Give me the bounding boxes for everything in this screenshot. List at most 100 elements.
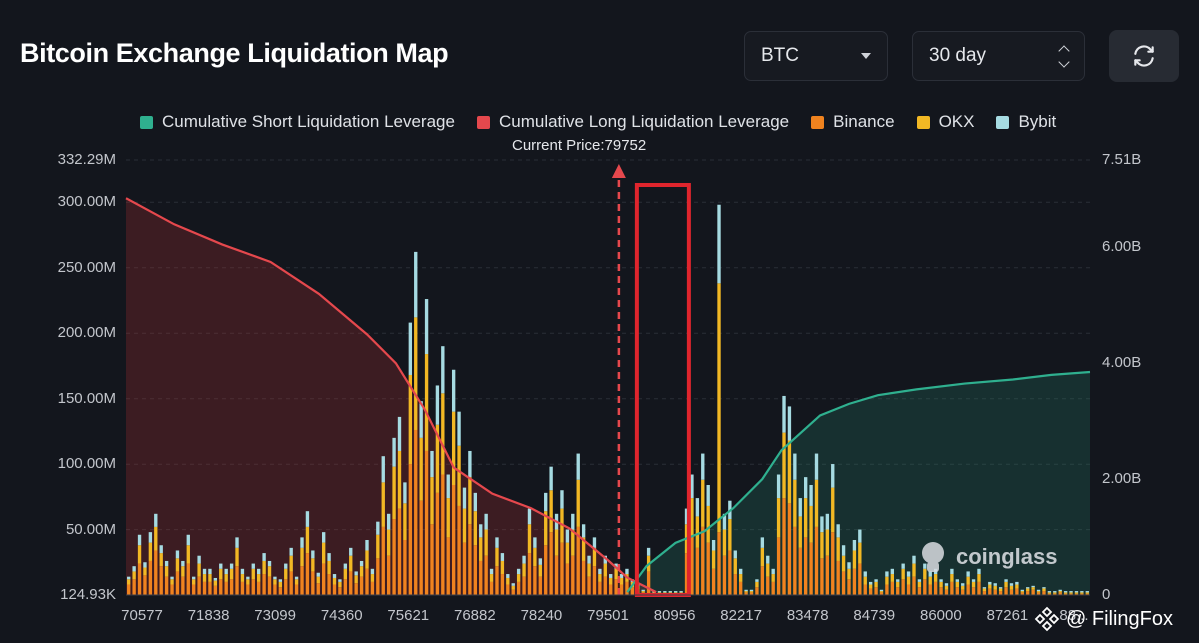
bar-binance <box>760 566 765 595</box>
bar-bybit <box>462 487 467 509</box>
bar-bybit <box>175 550 180 559</box>
legend-item-short[interactable]: Cumulative Short Liquidation Leverage <box>140 112 455 132</box>
bar-bybit <box>668 591 672 593</box>
bar-bybit <box>300 537 304 548</box>
bar-bybit <box>576 453 580 480</box>
bar-bybit <box>516 568 521 575</box>
bar-binance <box>977 581 981 595</box>
bar-okx <box>565 542 570 564</box>
bar-binance <box>630 587 635 595</box>
legend-label: Binance <box>833 112 895 131</box>
bar-bybit <box>506 574 510 578</box>
bar-okx <box>695 516 700 548</box>
bar-binance <box>1015 588 1019 595</box>
legend-label: Cumulative Long Liquidation Leverage <box>498 112 790 131</box>
bar-bybit <box>1063 591 1068 593</box>
refresh-button[interactable] <box>1109 30 1179 82</box>
bar-binance <box>793 526 797 595</box>
coin-select-value: BTC <box>761 45 799 66</box>
bar-okx <box>154 526 158 551</box>
chevron-down-icon <box>861 53 871 59</box>
bar-bybit <box>641 589 645 592</box>
bar-okx <box>885 576 889 585</box>
legend-item-okx[interactable]: OKX <box>916 112 974 132</box>
bar-okx <box>208 574 212 582</box>
legend-label: Cumulative Short Liquidation Leverage <box>162 112 455 131</box>
bar-bybit <box>1015 581 1019 585</box>
bar-bybit <box>950 568 954 575</box>
bar-binance <box>901 579 905 595</box>
bar-bybit <box>609 574 613 578</box>
bar-bybit <box>890 568 895 575</box>
bar-bybit <box>982 587 987 589</box>
bar-bybit <box>397 416 402 451</box>
bar-binance <box>695 547 700 595</box>
x-tick-label: 75621 <box>387 607 430 624</box>
bar-binance <box>278 587 283 595</box>
bar-binance <box>1063 593 1068 595</box>
bar-okx <box>1042 588 1046 592</box>
bar-bybit <box>473 492 477 512</box>
bar-okx <box>468 477 472 525</box>
bar-bybit <box>749 589 754 592</box>
bar-bybit <box>235 537 239 548</box>
bar-okx <box>598 574 602 582</box>
bar-okx <box>495 547 499 567</box>
bar-binance <box>311 571 315 595</box>
bar-bybit <box>971 579 976 582</box>
bar-okx <box>419 437 423 501</box>
bar-bybit <box>321 532 326 543</box>
bar-okx <box>874 581 878 588</box>
bar-okx <box>955 581 959 588</box>
bar-bybit <box>885 571 889 577</box>
long-cumulative-area <box>126 198 657 595</box>
bar-okx <box>787 440 792 504</box>
bar-okx <box>148 542 153 561</box>
bar-bybit <box>847 562 851 569</box>
bar-bybit <box>359 560 364 567</box>
x-tick-label: 80956 <box>653 607 696 624</box>
range-select[interactable]: 30 day <box>912 31 1085 81</box>
bar-binance <box>614 579 618 595</box>
bar-bybit <box>739 568 743 575</box>
filingfox-text: @ FilingFox <box>1066 607 1173 630</box>
bar-bybit <box>349 547 353 556</box>
bar-okx <box>803 498 808 538</box>
bar-bybit <box>197 555 201 564</box>
bar-binance <box>1004 587 1008 595</box>
bar-binance <box>246 584 250 595</box>
bar-binance <box>609 584 613 595</box>
bar-binance <box>950 581 954 595</box>
x-tick-label: 84739 <box>853 607 896 624</box>
legend-swatch <box>916 115 930 129</box>
bar-binance <box>376 558 380 595</box>
coinglass-text: coinglass <box>956 544 1058 569</box>
y-right-tick-label: 6.00B <box>1102 238 1142 256</box>
bar-okx <box>181 566 185 577</box>
bar-okx <box>1063 592 1068 594</box>
bar-bybit <box>137 534 142 546</box>
bar-bybit <box>479 524 483 538</box>
legend-swatch <box>140 115 153 129</box>
legend-label: Bybit <box>1018 112 1057 131</box>
legend-item-long[interactable]: Cumulative Long Liquidation Leverage <box>476 112 790 132</box>
bar-binance <box>484 555 488 595</box>
bar-bybit <box>896 579 900 582</box>
coin-select[interactable]: BTC <box>744 31 888 81</box>
bar-bybit <box>441 346 445 394</box>
bar-binance <box>327 574 331 595</box>
bar-okx <box>311 558 315 572</box>
bar-okx <box>127 579 131 585</box>
legend-swatch <box>811 115 825 129</box>
bar-bybit <box>354 571 358 576</box>
bar-bybit <box>370 568 375 575</box>
bar-binance <box>944 589 949 595</box>
bar-okx <box>397 450 402 509</box>
legend-item-binance[interactable]: Binance <box>811 112 895 132</box>
bar-binance <box>690 537 694 595</box>
current-price-arrow-icon <box>611 164 626 178</box>
bar-bybit <box>722 513 727 530</box>
bar-binance <box>771 581 775 595</box>
legend-item-bybit[interactable]: Bybit <box>996 112 1056 132</box>
bar-okx <box>912 563 916 577</box>
